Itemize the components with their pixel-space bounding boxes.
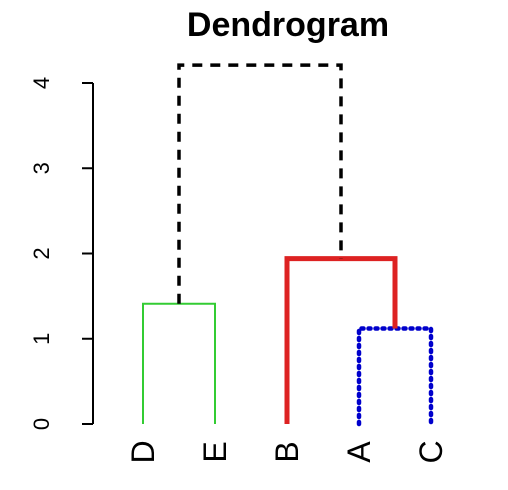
y-tick-label: 0 xyxy=(29,418,54,430)
dendrogram-branches xyxy=(142,63,434,427)
branch-bac xyxy=(284,256,398,424)
branch-ac xyxy=(356,326,434,427)
leaf-label-c: C xyxy=(413,440,449,463)
y-tick-label: 1 xyxy=(29,333,54,345)
y-axis: 0 1 2 3 4 xyxy=(29,77,94,430)
branch-root xyxy=(177,63,343,304)
leaf-label-a: A xyxy=(341,441,377,463)
leaf-label-e: E xyxy=(197,441,233,462)
y-tick-label: 4 xyxy=(29,77,54,89)
branch-de xyxy=(142,302,216,424)
y-tick-label: 3 xyxy=(29,162,54,174)
leaf-label-d: D xyxy=(125,440,161,463)
leaf-label-b: B xyxy=(269,441,305,462)
chart-title: Dendrogram xyxy=(187,6,389,44)
y-tick-label: 2 xyxy=(29,247,54,259)
